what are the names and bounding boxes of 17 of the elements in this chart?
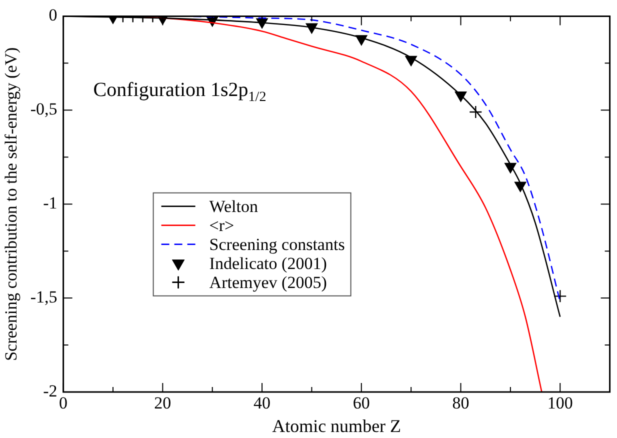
x-axis-title: Atomic number Z xyxy=(272,416,402,436)
x-tick-label: 20 xyxy=(154,394,172,413)
legend-label: Indelicato (2001) xyxy=(209,254,327,273)
x-tick-label: 80 xyxy=(452,394,470,413)
x-tick-label: 100 xyxy=(547,394,573,413)
y-tick-label: -0,5 xyxy=(30,100,58,119)
legend-label: Artemyev (2005) xyxy=(209,272,327,292)
y-tick-label: -1,5 xyxy=(30,288,58,307)
x-tick-label: 40 xyxy=(254,394,271,413)
legend-label: <r> xyxy=(209,216,234,235)
y-axis-title: Screening contribution to the self-energy (eV) xyxy=(2,47,21,361)
legend-label: Screening constants xyxy=(209,234,345,254)
y-tick-label: -1 xyxy=(43,194,58,213)
x-tick-label: 60 xyxy=(352,394,370,413)
legend-label: Welton xyxy=(209,196,258,216)
y-tick-label: -2 xyxy=(43,381,58,400)
y-tick-label: 0 xyxy=(48,6,58,25)
